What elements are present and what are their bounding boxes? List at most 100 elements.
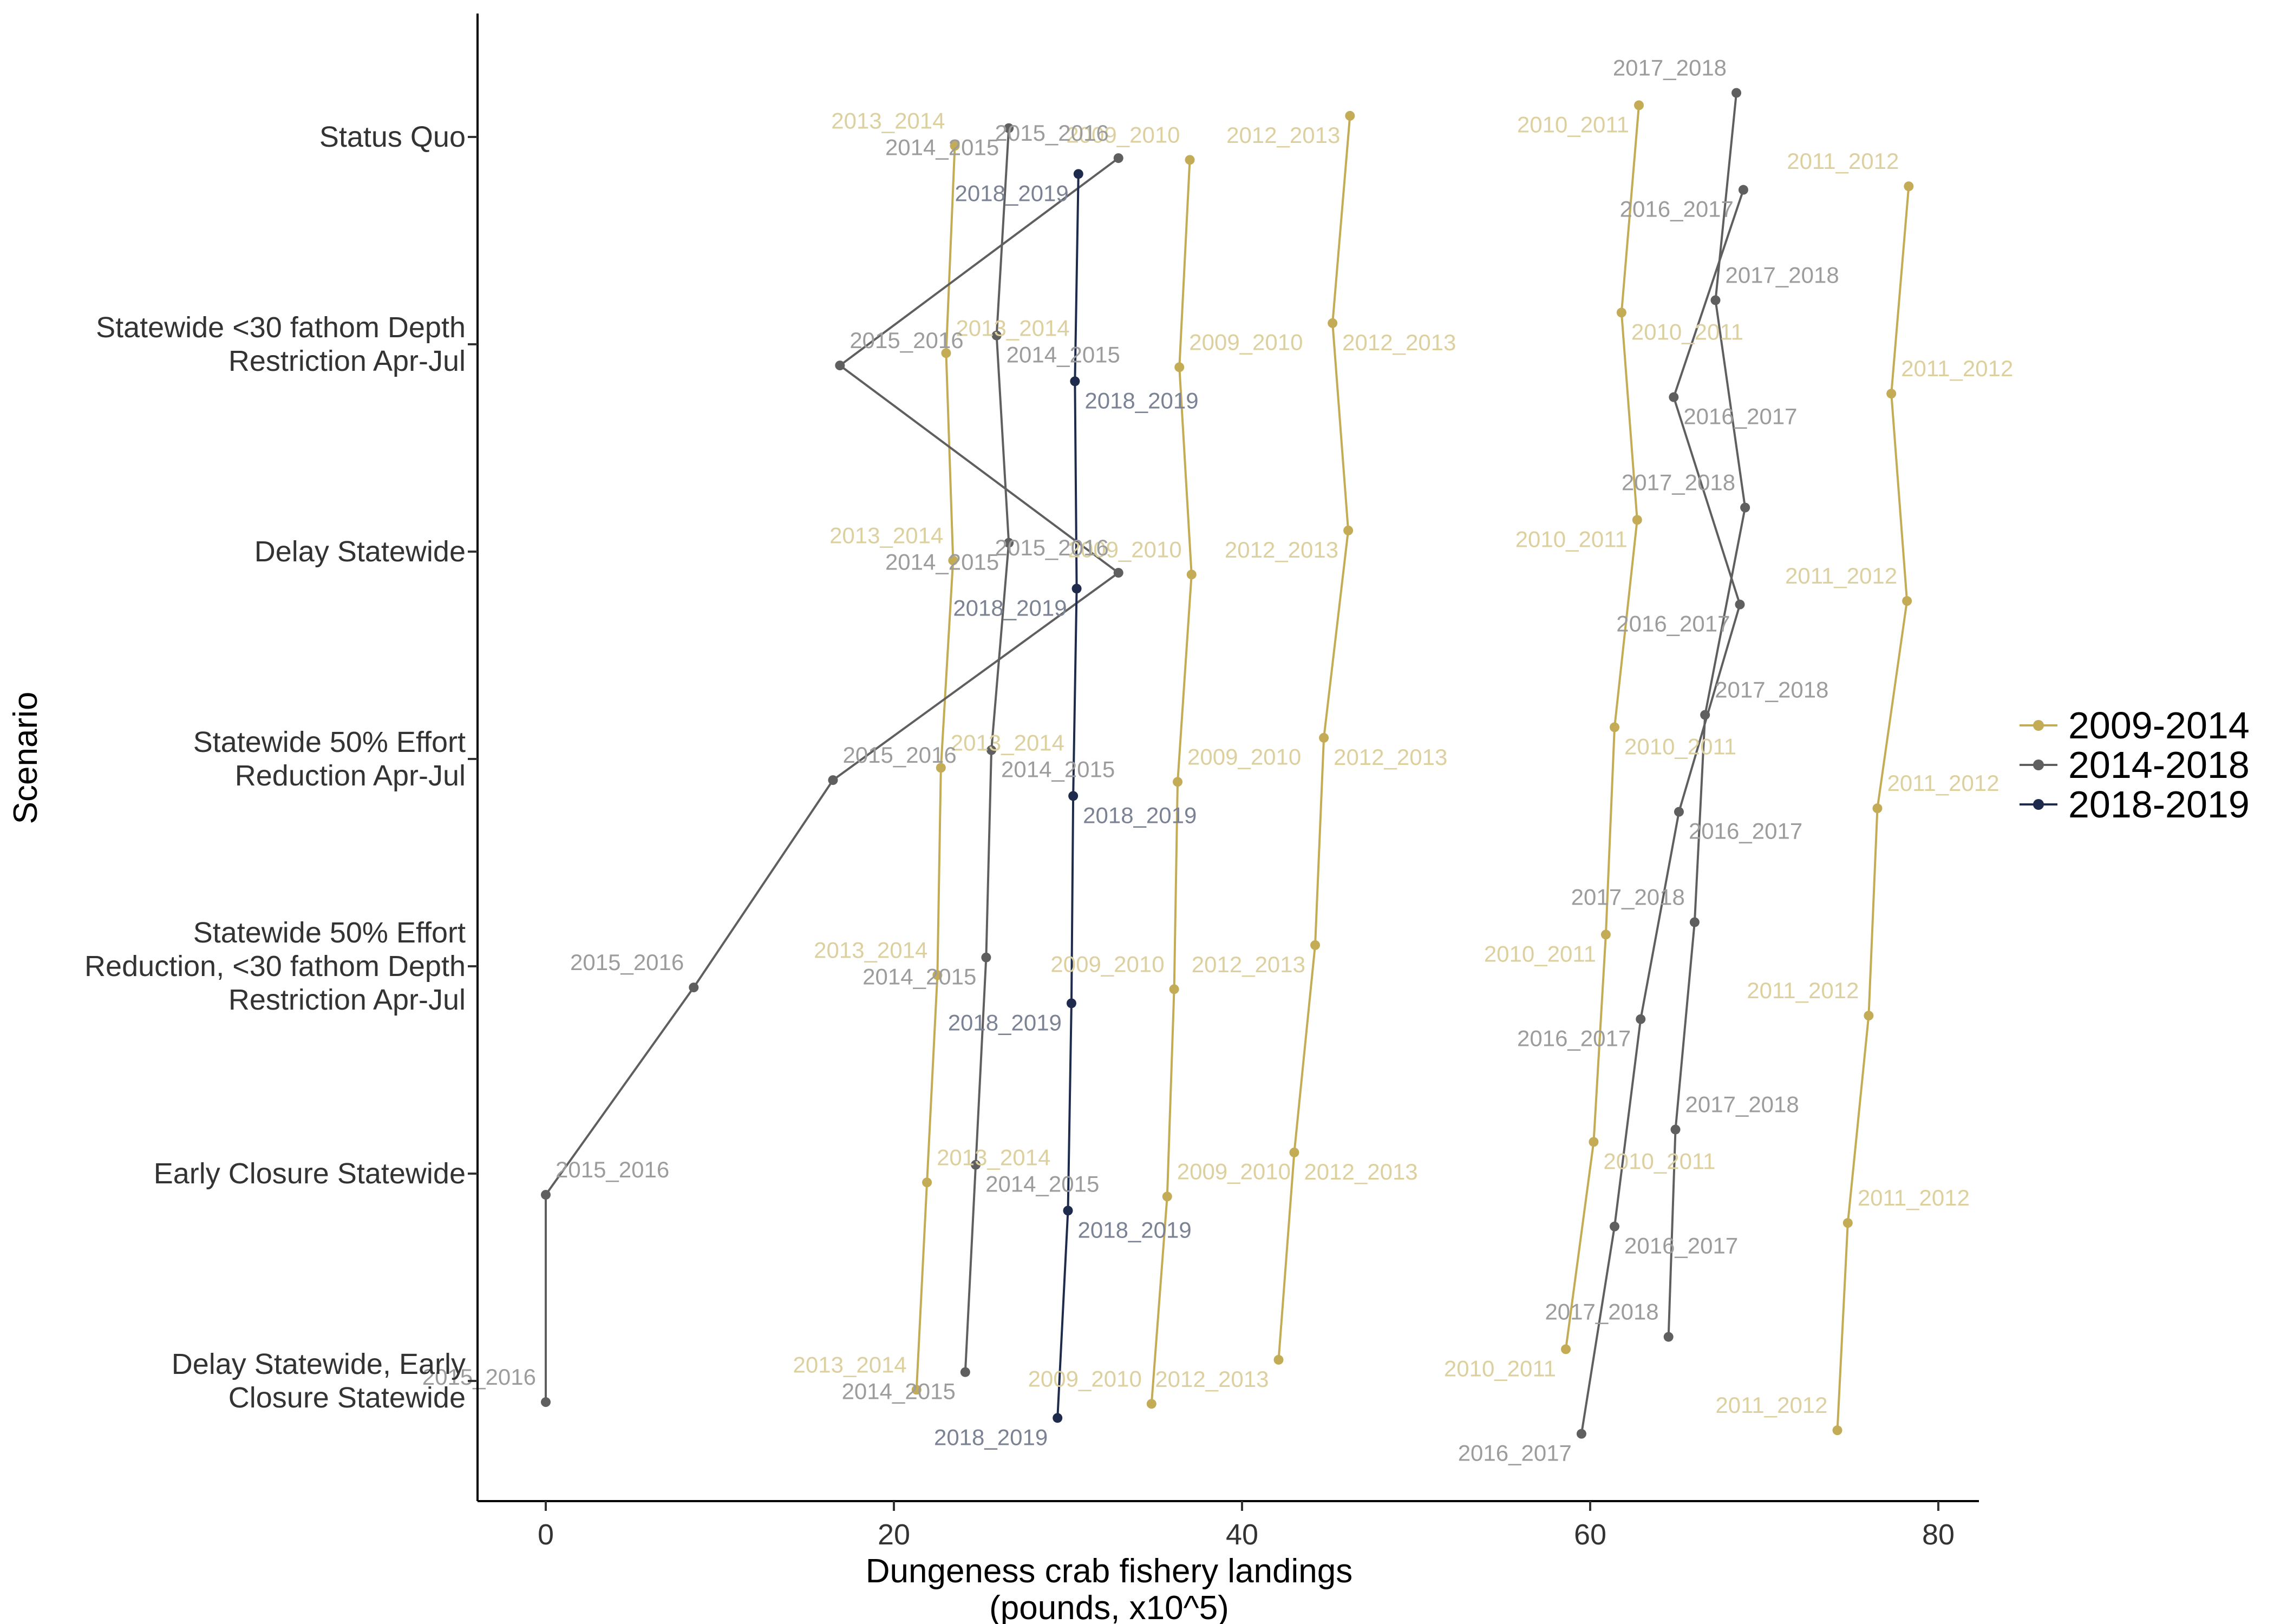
data-point-2017-2018-1: [1710, 295, 1721, 305]
y-tick-label-6: Delay Statewide, Early Closure Statewide: [172, 1348, 466, 1414]
data-label-2014-2015-3: 2014_2015: [1001, 757, 1115, 782]
data-point-2016-2017-5: [1610, 1221, 1620, 1232]
data-point-2017-2018-2: [1740, 502, 1750, 513]
data-label-2009-2010-6: 2009_2010: [1028, 1366, 1142, 1391]
data-label-2012-2013-6: 2012_2013: [1155, 1366, 1269, 1392]
legend-key-point-0: [2033, 720, 2044, 731]
data-label-2012-2013-0: 2012_2013: [1226, 122, 1340, 148]
data-label-2015-2016-0: 2015_2016: [995, 120, 1109, 146]
data-label-2012-2013-5: 2012_2013: [1304, 1159, 1417, 1184]
data-point-2012-2013-2: [1343, 525, 1354, 535]
data-label-2009-2010-0: 2009_2010: [1066, 122, 1180, 147]
data-point-2016-2017-3: [1674, 807, 1684, 817]
data-label-2013-2014-0: 2013_2014: [831, 108, 945, 133]
data-point-2011-2012-0: [1904, 181, 1914, 192]
data-point-2010-2011-1: [1616, 307, 1626, 318]
data-point-2013-2014-3: [936, 763, 946, 773]
data-label-2014-2015-6: 2014_2015: [842, 1379, 956, 1404]
data-point-2015-2016-2: [1113, 568, 1123, 578]
data-point-2014-2015-0: [1004, 123, 1014, 133]
data-label-2013-2014-4: 2013_2014: [814, 937, 927, 962]
data-label-2015-2016-1: 2015_2016: [850, 328, 963, 353]
data-point-2014-2015-3: [986, 745, 997, 755]
data-label-2011-2012-4: 2011_2012: [1747, 978, 1859, 1003]
data-label-2009-2010-3: 2009_2010: [1187, 744, 1301, 769]
y-tick-label-0: Status Quo: [319, 121, 466, 153]
data-point-2012-2013-0: [1345, 110, 1355, 121]
data-point-2017-2018-4: [1689, 917, 1700, 927]
data-point-2017-2018-0: [1731, 88, 1742, 98]
data-point-2009-2010-6: [1146, 1399, 1156, 1409]
data-point-2015-2016-5: [541, 1190, 551, 1200]
data-label-2009-2010-5: 2009_2010: [1177, 1158, 1291, 1184]
data-point-2009-2010-3: [1173, 777, 1183, 787]
data-point-2015-2016-1: [835, 361, 845, 371]
data-label-2015-2016-4: 2015_2016: [570, 949, 684, 975]
legend-key-point-2: [2033, 799, 2044, 810]
data-label-2017-2018-4: 2017_2018: [1571, 885, 1685, 910]
data-point-2016-2017-6: [1576, 1429, 1586, 1439]
data-point-2011-2012-2: [1902, 596, 1912, 606]
data-point-2014-2015-4: [981, 952, 991, 962]
data-label-2016-2017-5: 2016_2017: [1624, 1233, 1738, 1259]
data-label-2010-2011-0: 2010_2011: [1517, 112, 1629, 137]
data-point-2010-2011-0: [1634, 100, 1644, 110]
x-tick-label-40: 40: [1226, 1518, 1258, 1551]
data-point-2009-2010-2: [1186, 569, 1197, 580]
data-point-2014-2015-6: [960, 1367, 970, 1377]
data-label-2012-2013-3: 2012_2013: [1334, 744, 1447, 770]
y-axis-title: Scenario: [7, 692, 44, 824]
data-label-2009-2010-1: 2009_2010: [1189, 329, 1303, 355]
data-point-2013-2014-2: [948, 555, 958, 566]
data-point-2011-2012-6: [1832, 1425, 1842, 1436]
data-point-2016-2017-1: [1669, 392, 1679, 402]
data-label-2013-2014-5: 2013_2014: [937, 1144, 1050, 1170]
data-label-2016-2017-4: 2016_2017: [1517, 1026, 1631, 1051]
data-point-2017-2018-3: [1700, 710, 1710, 720]
legend-label-1: 2014-2018: [2068, 744, 2250, 786]
data-label-2015-2016-6: 2015_2016: [422, 1364, 536, 1390]
x-tick-label-0: 0: [538, 1518, 554, 1551]
data-point-2017-2018-6: [1663, 1332, 1674, 1342]
data-label-2013-2014-2: 2013_2014: [829, 522, 943, 548]
data-point-2013-2014-4: [932, 970, 943, 980]
series-points: [541, 88, 1914, 1439]
data-label-2017-2018-5: 2017_2018: [1685, 1092, 1799, 1117]
legend-label-2: 2018-2019: [2068, 783, 2250, 826]
data-label-2013-2014-3: 2013_2014: [951, 730, 1064, 755]
data-label-2018-2019-1: 2018_2019: [1084, 388, 1198, 413]
data-label-2015-2016-5: 2015_2016: [556, 1157, 669, 1182]
data-point-2013-2014-5: [922, 1177, 932, 1188]
data-point-2009-2010-5: [1162, 1191, 1172, 1202]
data-label-2018-2019-5: 2018_2019: [1078, 1217, 1192, 1242]
data-label-2011-2012-3: 2011_2012: [1887, 770, 1999, 796]
data-point-2012-2013-5: [1289, 1147, 1299, 1157]
data-label-2017-2018-1: 2017_2018: [1725, 263, 1839, 288]
data-label-2010-2011-5: 2010_2011: [1603, 1148, 1715, 1174]
data-point-2015-2016-4: [689, 983, 699, 993]
data-label-2018-2019-3: 2018_2019: [1083, 802, 1197, 828]
data-point-2012-2013-6: [1273, 1354, 1284, 1365]
y-tick-label-2: Delay Statewide: [254, 535, 466, 568]
data-point-2015-2016-3: [828, 775, 838, 785]
data-label-2016-2017-1: 2016_2017: [1683, 404, 1797, 429]
axes: 0 20 40 60 80 Status Quo Statewide <30 fathom …: [7, 14, 1979, 1624]
data-point-2010-2011-4: [1600, 929, 1611, 940]
data-label-2017-2018-6: 2017_2018: [1545, 1299, 1658, 1325]
data-point-2009-2010-1: [1174, 362, 1185, 372]
data-label-2018-2019-2: 2018_2019: [953, 595, 1067, 620]
data-point-2014-2015-1: [991, 330, 1002, 340]
data-label-2016-2017-0: 2016_2017: [1620, 197, 1734, 222]
data-label-2012-2013-4: 2012_2013: [1192, 952, 1305, 977]
data-label-2014-2015-0: 2014_2015: [885, 135, 999, 160]
data-point-2018-2019-0: [1073, 169, 1083, 179]
x-tick-label-20: 20: [878, 1518, 910, 1551]
data-point-2010-2011-3: [1610, 722, 1620, 732]
data-point-2010-2011-5: [1589, 1137, 1599, 1147]
data-point-2018-2019-5: [1063, 1206, 1073, 1216]
data-label-2014-2015-2: 2014_2015: [885, 549, 999, 575]
data-label-2011-2012-0: 2011_2012: [1787, 148, 1899, 174]
data-label-2014-2015-1: 2014_2015: [1007, 342, 1120, 368]
